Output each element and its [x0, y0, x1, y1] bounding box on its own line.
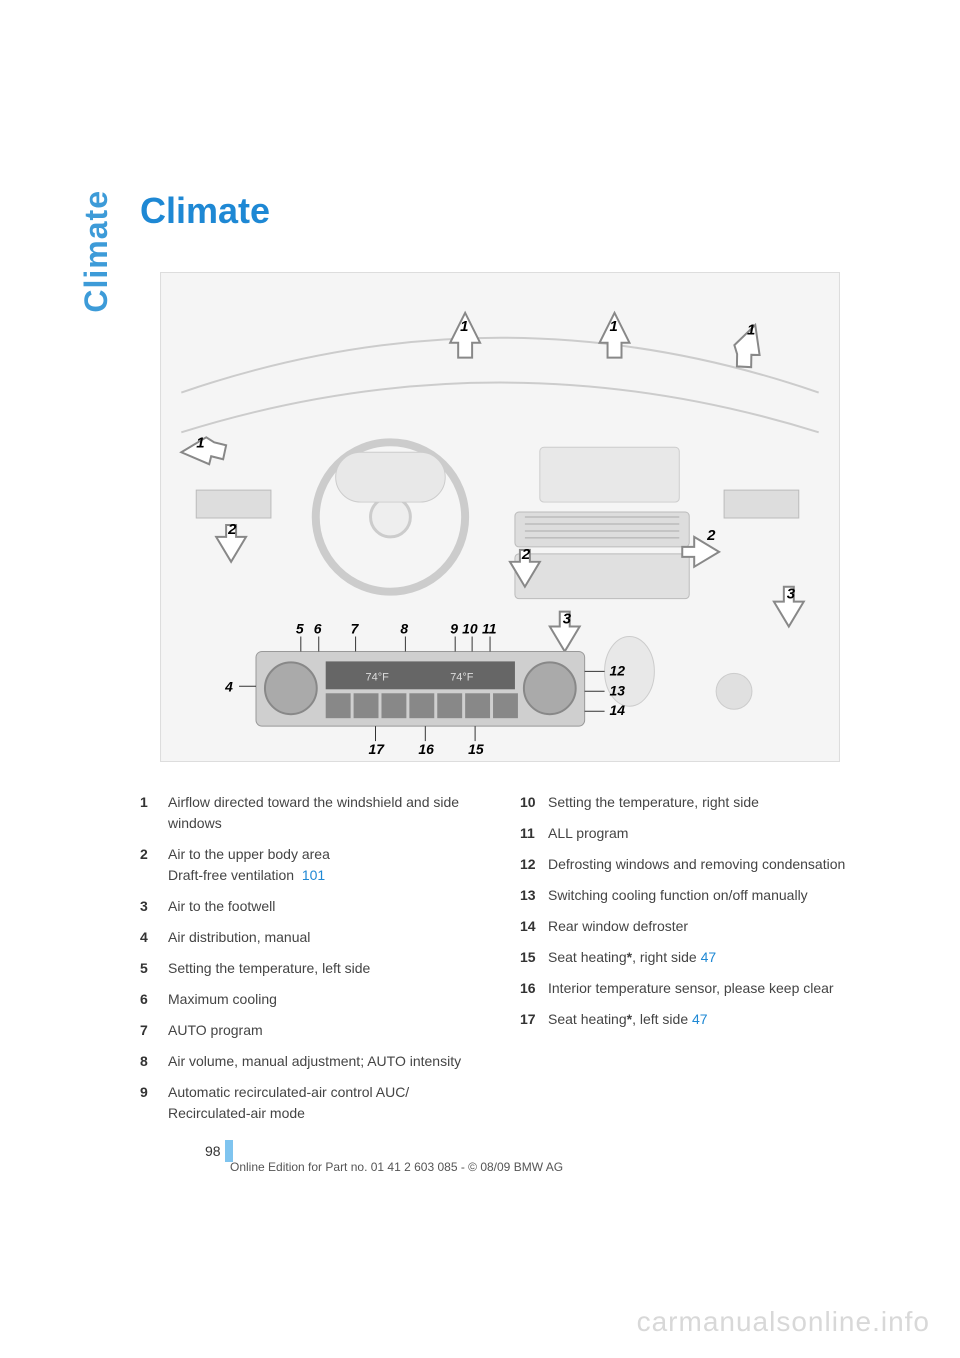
legend-item: 5Setting the temperature, left side [140, 958, 480, 979]
svg-text:5: 5 [296, 621, 304, 637]
svg-text:3: 3 [787, 586, 796, 603]
svg-text:10: 10 [462, 621, 478, 637]
svg-text:17: 17 [369, 741, 386, 757]
page-link[interactable]: 47 [692, 1011, 708, 1027]
svg-text:74°F: 74°F [450, 671, 474, 683]
svg-text:7: 7 [351, 621, 360, 637]
page-content: Climate [0, 0, 960, 1134]
svg-text:1: 1 [460, 318, 468, 335]
svg-text:4: 4 [224, 678, 233, 694]
page-number-box: 98 [205, 1140, 233, 1162]
svg-text:12: 12 [610, 662, 626, 678]
svg-text:2: 2 [227, 521, 237, 538]
page-marker [225, 1140, 233, 1162]
legend-item: 14Rear window defroster [520, 916, 860, 937]
svg-text:14: 14 [610, 702, 626, 718]
svg-text:1: 1 [610, 318, 618, 335]
legend-item: 3Air to the footwell [140, 896, 480, 917]
watermark: carmanualsonline.info [637, 1306, 930, 1338]
svg-text:74°F: 74°F [366, 671, 390, 683]
legend-right: 10Setting the temperature, right side 11… [520, 792, 860, 1134]
legend-item: 6Maximum cooling [140, 989, 480, 1010]
legend-item: 13Switching cooling function on/off manu… [520, 885, 860, 906]
svg-text:15: 15 [468, 741, 484, 757]
svg-text:13: 13 [610, 682, 626, 698]
page-number: 98 [205, 1143, 221, 1159]
legend-item: 17Seat heating*, left side 47 [520, 1009, 860, 1030]
svg-text:16: 16 [418, 741, 434, 757]
legend-item: 8Air volume, manual adjustment; AUTO int… [140, 1051, 480, 1072]
svg-text:11: 11 [482, 621, 496, 637]
legend-item: 10Setting the temperature, right side [520, 792, 860, 813]
svg-text:9: 9 [450, 621, 458, 637]
svg-text:8: 8 [400, 621, 408, 637]
legend-item: 2Air to the upper body areaDraft-free ve… [140, 844, 480, 886]
svg-text:1: 1 [196, 434, 204, 451]
legend-columns: 1Airflow directed toward the windshield … [140, 792, 860, 1134]
legend-item: 1Airflow directed toward the windshield … [140, 792, 480, 834]
legend-item: 12Defrosting windows and removing conden… [520, 854, 860, 875]
legend-item: 11ALL program [520, 823, 860, 844]
svg-text:2: 2 [521, 546, 531, 563]
legend-item: 15Seat heating*, right side 47 [520, 947, 860, 968]
legend-item: 9Automatic recirculated-air control AUC/… [140, 1082, 480, 1124]
legend-left: 1Airflow directed toward the windshield … [140, 792, 480, 1134]
svg-text:3: 3 [563, 611, 572, 628]
legend-item: 7AUTO program [140, 1020, 480, 1041]
dashboard-figure: 1 1 1 1 2 2 2 3 3 74°F 74°F [160, 272, 840, 762]
svg-text:2: 2 [706, 527, 716, 544]
page-link[interactable]: 47 [701, 949, 717, 965]
svg-text:6: 6 [314, 621, 322, 637]
page-title: Climate [140, 190, 860, 232]
page-link[interactable]: 101 [302, 867, 325, 883]
svg-text:1: 1 [747, 322, 755, 339]
legend-item: 4Air distribution, manual [140, 927, 480, 948]
footer-text: Online Edition for Part no. 01 41 2 603 … [230, 1160, 563, 1174]
legend-item: 16Interior temperature sensor, please ke… [520, 978, 860, 999]
